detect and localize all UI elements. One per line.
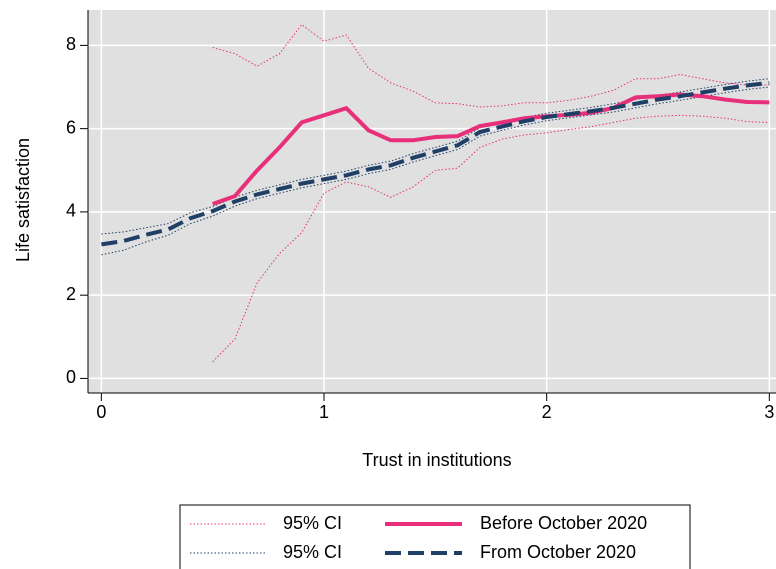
x-tick-label: 1 (319, 402, 329, 422)
legend-label: Before October 2020 (480, 513, 647, 533)
plot-area (88, 10, 776, 393)
y-tick-label: 2 (66, 284, 76, 304)
legend-label: From October 2020 (480, 542, 636, 562)
x-tick-label: 2 (542, 402, 552, 422)
legend-ci-label: 95% CI (283, 513, 342, 533)
y-tick-label: 6 (66, 117, 76, 137)
ci-line (212, 114, 770, 363)
ci-line (101, 78, 770, 235)
y-axis-label: Life satisfaction (13, 138, 33, 262)
series-line (212, 92, 770, 206)
y-tick-label: 4 (66, 201, 76, 221)
series-line (101, 80, 770, 247)
y-tick-label: 8 (66, 34, 76, 54)
legend-ci-label: 95% CI (283, 542, 342, 562)
x-tick-label: 0 (96, 402, 106, 422)
x-tick-label: 3 (764, 402, 774, 422)
legend (179, 504, 691, 569)
y-tick-label: 0 (66, 367, 76, 387)
ci-line (212, 23, 770, 108)
x-axis-label: Trust in institutions (362, 450, 511, 470)
